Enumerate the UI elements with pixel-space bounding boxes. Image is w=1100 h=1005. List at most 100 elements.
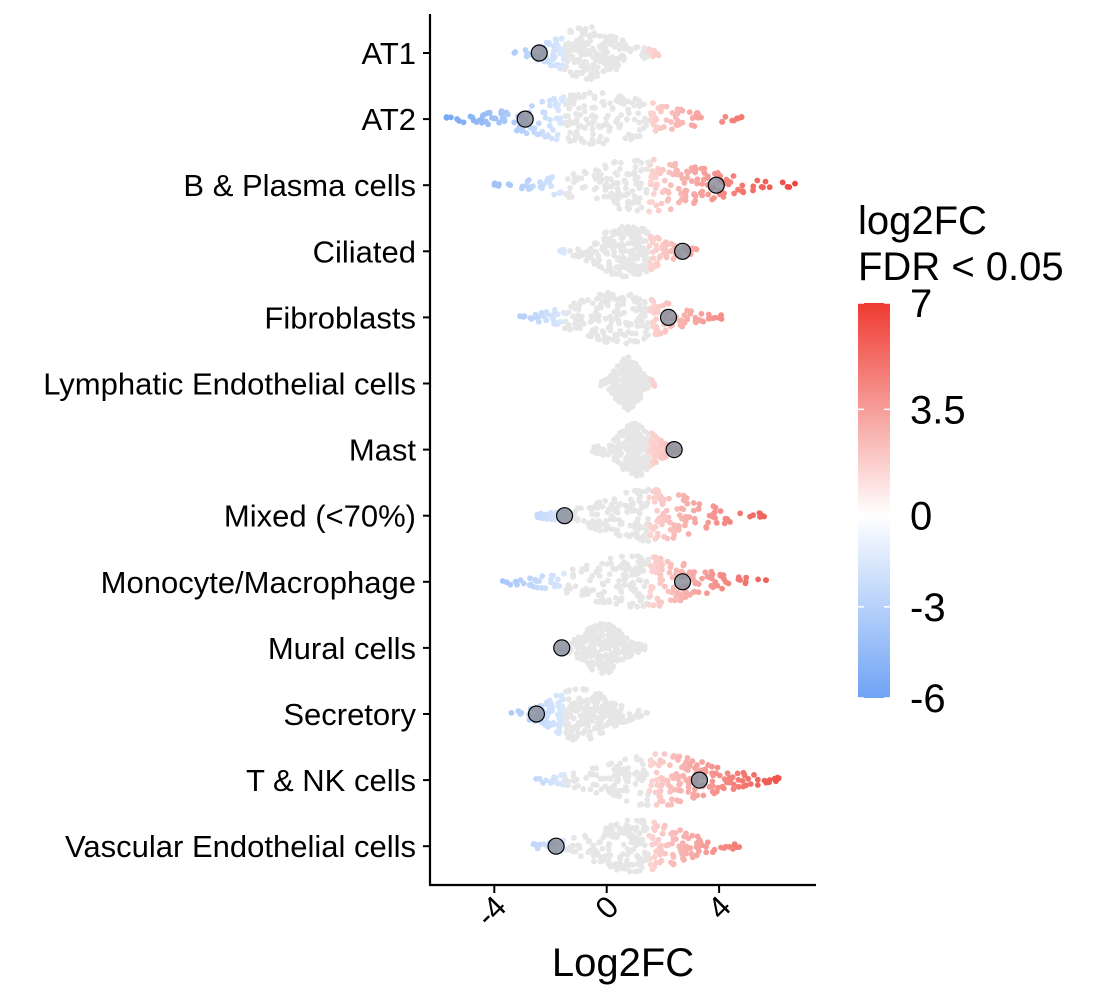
swarm-point (528, 103, 535, 109)
swarm-point (694, 180, 700, 187)
swarm-point (570, 41, 576, 48)
swarm-point (597, 133, 604, 140)
swarm-point (646, 494, 653, 501)
swarm-point (587, 847, 594, 853)
swarm-point (622, 386, 629, 393)
median-marker (530, 44, 548, 62)
swarm-point (655, 517, 662, 524)
swarm-point (564, 176, 571, 182)
swarm-point (532, 577, 538, 583)
swarm-point (625, 406, 631, 413)
swarm-point (614, 527, 621, 533)
legend-title-line1: log2FC (858, 199, 987, 243)
swarm-point (620, 296, 627, 303)
swarm-point (595, 123, 602, 129)
swarm-point (607, 41, 614, 48)
swarm-point (574, 38, 581, 44)
swarm-point (649, 48, 655, 54)
swarm-point (593, 714, 600, 721)
swarm-point (612, 34, 619, 41)
swarm-point (634, 646, 641, 653)
swarm-point (664, 558, 671, 565)
swarm-point (703, 843, 709, 850)
swarm-point (667, 248, 674, 255)
swarm-point (627, 364, 634, 371)
swarm-point (623, 798, 630, 804)
swarm-point (667, 788, 674, 795)
swarm-point (683, 513, 689, 520)
category-label: B & Plasma cells (183, 168, 416, 203)
swarm-point (652, 433, 659, 440)
swarm-point (548, 62, 554, 69)
swarm-point (641, 453, 648, 460)
swarm-point (659, 455, 666, 461)
swarm-point (602, 645, 608, 652)
swarm-point (739, 182, 746, 189)
swarm-point (610, 59, 617, 66)
swarm-point (556, 190, 563, 197)
swarm-point (684, 500, 691, 507)
swarm-point (632, 868, 638, 875)
swarm-point (581, 91, 588, 98)
swarm-point (611, 772, 618, 779)
swarm-point (590, 842, 597, 849)
swarm-point (599, 714, 606, 721)
swarm-point (602, 526, 609, 533)
swarm-point (569, 733, 576, 740)
swarm-point (779, 179, 786, 186)
swarm-point (574, 317, 580, 324)
swarm-point (763, 577, 769, 584)
swarm-point (541, 109, 548, 116)
swarm-point (579, 184, 586, 191)
swarm-point (591, 95, 598, 102)
category-label: Mast (349, 433, 417, 468)
swarm-point (584, 61, 590, 68)
category-label: Mixed (<70%) (224, 499, 416, 534)
swarm-point (675, 522, 682, 529)
swarm-point (632, 95, 639, 102)
swarm-point (677, 780, 684, 787)
median-marker (673, 573, 692, 591)
swarm-point (735, 783, 742, 790)
swarm-point (667, 519, 674, 526)
swarm-point (605, 843, 612, 849)
swarm-point (677, 827, 684, 833)
swarm-point (624, 446, 630, 453)
swarm-point (657, 787, 664, 794)
swarm-point (523, 130, 530, 137)
swarm-point (550, 52, 557, 59)
swarm-point (640, 567, 647, 574)
swarm-point (710, 514, 716, 520)
swarm-point (670, 535, 677, 541)
swarm-point (599, 729, 606, 736)
swarm-point (694, 840, 700, 847)
swarm-point (611, 248, 617, 255)
swarm-point (599, 328, 606, 334)
swarm-point (719, 783, 726, 790)
swarm-point (658, 108, 664, 115)
swarm-point (576, 695, 583, 702)
swarm-point (551, 320, 557, 327)
swarm-point (611, 252, 618, 259)
swarm-point (611, 199, 618, 205)
swarm-point (674, 106, 681, 113)
swarm-point (625, 765, 631, 771)
swarm-point (613, 778, 620, 785)
swarm-point (539, 98, 546, 105)
swarm-point (646, 208, 652, 215)
swarm-point (643, 261, 649, 268)
swarm-point (639, 777, 646, 784)
swarm-point (626, 771, 632, 777)
swarm-point (676, 121, 683, 127)
swarm-point (657, 253, 663, 260)
swarm-point (592, 309, 599, 316)
swarm-point (571, 300, 577, 307)
swarm-point (587, 319, 594, 325)
swarm-point (553, 136, 560, 143)
swarm-point (615, 632, 621, 638)
swarm-point (605, 639, 611, 645)
swarm-point (616, 122, 622, 129)
swarm-point (587, 89, 593, 96)
swarm-point (631, 338, 638, 345)
swarm-point (571, 119, 578, 126)
